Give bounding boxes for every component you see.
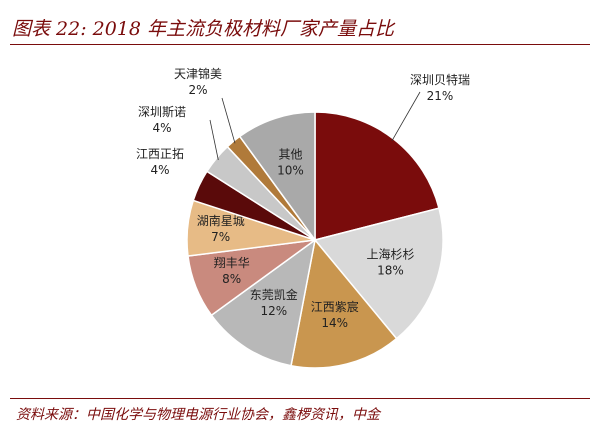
slice-name-label: 深圳斯诺 (138, 105, 186, 119)
slice-value-label: 21% (427, 89, 454, 103)
slice-value-label: 10% (277, 164, 304, 178)
chart-title: 图表 22: 2018 年主流负极材料厂家产量占比 (12, 18, 395, 40)
slice-name-label: 江西正拓 (136, 147, 184, 161)
source-divider (10, 398, 590, 399)
slice-name-label: 上海杉杉 (366, 247, 414, 262)
leader-line (209, 119, 219, 161)
slice-value-label: 4% (152, 121, 171, 135)
pie-slice (238, 111, 316, 243)
slice-name-label: 湖南星城 (197, 213, 245, 228)
leader-line (391, 91, 421, 142)
slice-name-label: 天津锦美 (174, 67, 222, 81)
source-note: 资料来源：中国化学与物理电源行业协会，鑫椤资讯，中金 (16, 407, 380, 423)
slice-name-label: 其他 (278, 148, 302, 162)
slice-name-label: 江西紫宸 (311, 299, 359, 314)
slice-value-label: 12% (260, 304, 287, 318)
slice-name-label: 翔丰华 (214, 256, 250, 270)
pie-slice (290, 238, 398, 369)
slice-name-label: 东莞凯金 (250, 287, 298, 302)
slice-value-label: 7% (211, 230, 230, 244)
slice-value-label: 4% (150, 163, 169, 177)
leader-line (221, 97, 236, 144)
title-divider (10, 44, 590, 45)
slice-value-label: 18% (377, 264, 404, 278)
slice-name-label: 深圳贝特瑞 (410, 72, 470, 87)
slice-value-label: 14% (321, 316, 348, 330)
slice-value-label: 8% (222, 272, 241, 286)
pie-slice (210, 238, 317, 367)
slice-value-label: 2% (188, 83, 207, 97)
pie-slice (313, 207, 444, 340)
